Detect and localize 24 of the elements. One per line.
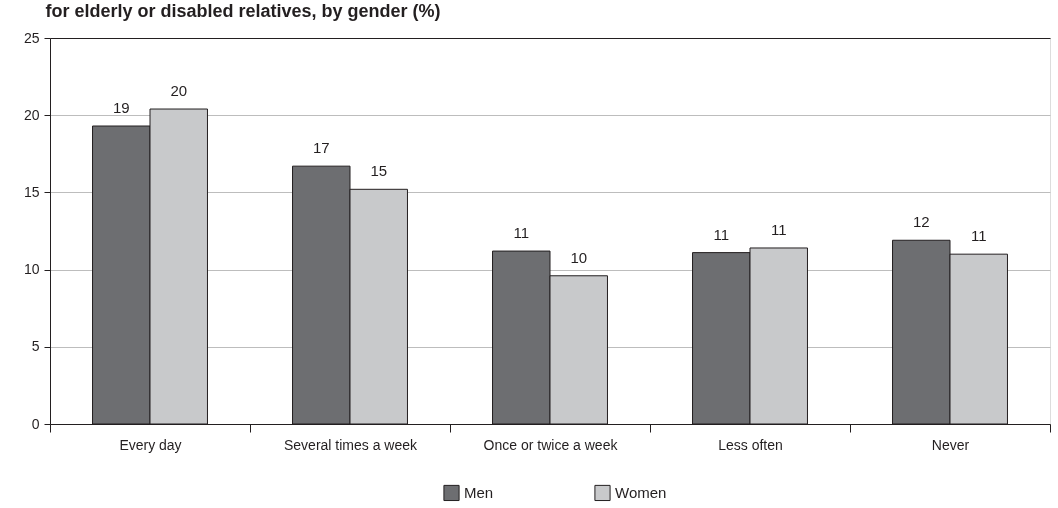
data-label: 11	[970, 227, 987, 245]
chart-title: for elderly or disabled relatives, by gender (%)	[45, 1, 441, 21]
data-label: 15	[370, 162, 388, 180]
data-label: 11	[513, 224, 530, 242]
x-tick-label: Never	[931, 436, 970, 453]
legend-label: Men	[464, 483, 494, 501]
x-tick-label: Several times a week	[283, 436, 419, 453]
y-tick-label: 15	[23, 183, 40, 200]
data-label: 20	[170, 82, 188, 100]
x-tick-label: Every day	[119, 436, 182, 453]
y-tick-label: 5	[31, 338, 40, 355]
y-tick-label: 25	[23, 29, 40, 46]
x-tick-label: Once or twice a week	[483, 436, 619, 453]
data-label: 11	[713, 225, 730, 243]
x-tick-label: Less often	[718, 436, 783, 453]
data-label: 10	[570, 248, 588, 266]
y-tick-label: 10	[23, 261, 40, 278]
data-label: 17	[312, 139, 330, 157]
y-tick-label: 20	[23, 106, 40, 123]
y-tick-label: 0	[31, 415, 40, 432]
data-label: 12	[912, 213, 930, 231]
data-label: 11	[770, 220, 787, 238]
data-label: 19	[112, 99, 130, 117]
legend-label: Women	[615, 483, 667, 501]
